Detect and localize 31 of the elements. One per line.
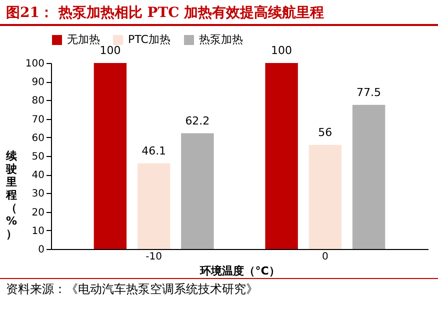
y-tick-label: 100: [25, 58, 44, 70]
chart-title: 图21： 热泵加热相比 PTC 加热有效提高续航里程: [0, 0, 438, 26]
data-label: 62.2: [185, 114, 210, 128]
legend-label: 无加热: [67, 33, 100, 46]
bar: [181, 133, 214, 249]
y-axis-title: 续驶里程（%）: [5, 150, 18, 240]
bar: [137, 163, 170, 249]
x-axis-title: 环境温度（°C）: [199, 264, 280, 278]
legend-label: 热泵加热: [199, 33, 243, 46]
y-tick-label: 30: [32, 188, 44, 200]
bar: [265, 63, 298, 249]
y-tick-label: 70: [32, 114, 44, 126]
data-label: 100: [271, 44, 292, 57]
bar: [352, 104, 386, 249]
legend-label: PTC加热: [128, 33, 170, 46]
data-label: 46.1: [142, 144, 166, 158]
y-tick-label: 40: [32, 170, 44, 182]
y-tick-label: 50: [32, 152, 44, 162]
bar: [308, 144, 342, 249]
y-tick-label: 10: [32, 226, 44, 237]
bar: [94, 63, 127, 249]
data-label: 77.5: [356, 86, 382, 99]
data-label: 56: [318, 126, 332, 139]
y-tick-label: 90: [32, 77, 44, 88]
y-tick-label: 80: [32, 96, 44, 107]
y-tick-label: 60: [32, 132, 44, 144]
y-tick-label: 0: [38, 244, 44, 256]
data-label: 100: [100, 44, 121, 57]
text: 资料来源：《电动汽车热泵空调系统技术研究》: [0, 278, 438, 300]
x-tick-label: -10: [146, 252, 162, 262]
y-tick-label: 20: [32, 207, 44, 218]
